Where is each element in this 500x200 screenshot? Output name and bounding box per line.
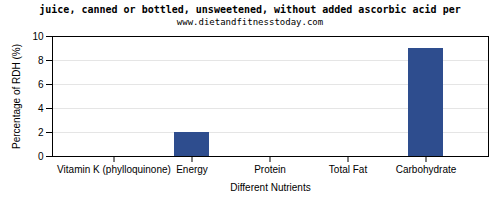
svg-text:Percentage of RDH (%): Percentage of RDH (%) (11, 44, 22, 149)
svg-text:Vitamin K (phylloquinone): Vitamin K (phylloquinone) (57, 164, 171, 175)
svg-text:Energy: Energy (176, 164, 208, 175)
svg-text:Different Nutrients: Different Nutrients (230, 182, 310, 193)
svg-text:6: 6 (38, 79, 44, 90)
svg-text:Protein: Protein (254, 164, 286, 175)
svg-text:Carbohydrate: Carbohydrate (396, 164, 457, 175)
svg-text:8: 8 (38, 55, 44, 66)
svg-text:0: 0 (38, 151, 44, 162)
svg-text:10: 10 (32, 31, 44, 42)
svg-text:2: 2 (38, 127, 44, 138)
html-text:juice, canned or bottled, unsw: juice, canned or bottled, unsweetened, w… (39, 4, 461, 15)
html-text:www.dietandfitnesstoday.com: www.dietandfitnesstoday.com (176, 17, 324, 27)
svg-text:Total Fat: Total Fat (329, 164, 368, 175)
svg-text:4: 4 (38, 103, 44, 114)
